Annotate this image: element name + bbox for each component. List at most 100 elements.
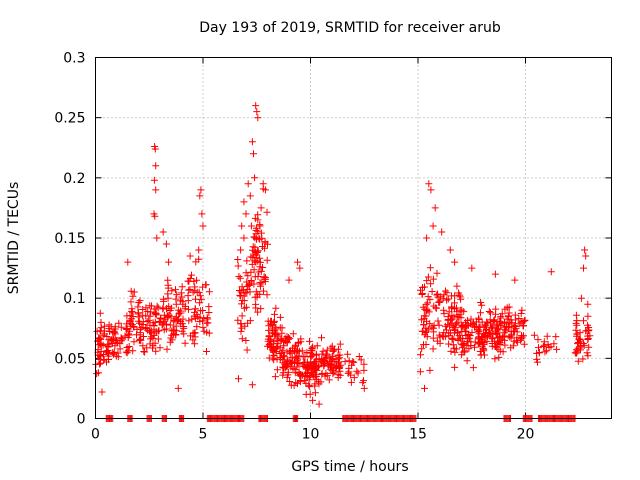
data-point [152,162,160,170]
data-point [172,322,180,330]
data-point [263,291,271,299]
x-tick-label: 5 [199,427,208,443]
data-point [260,273,268,281]
data-point [172,286,179,294]
data-point [157,314,165,322]
data-point [581,246,589,254]
data-point [492,305,500,313]
data-point [463,357,471,365]
data-point [500,332,508,340]
data-point [238,312,246,320]
data-point [284,368,292,376]
data-point [347,378,355,386]
data-point [247,222,255,230]
data-point [424,273,432,281]
y-tick-label: 0.05 [54,351,85,367]
data-point [197,296,205,304]
data-point [433,291,441,299]
data-point [125,330,133,338]
data-point [456,293,464,301]
data-point [319,347,327,355]
data-point [287,349,295,357]
data-point [438,228,446,236]
data-point [510,337,518,345]
data-point [584,300,592,308]
data-point [308,368,316,376]
data-point [302,390,310,398]
data-point [262,274,269,282]
data-point [128,315,136,323]
data-point [479,338,487,346]
data-point [440,310,448,318]
data-point [272,325,280,333]
data-point [256,290,264,298]
data-point [487,309,494,317]
data-point [492,330,500,337]
data-point [350,374,358,382]
data-point [279,356,287,364]
data-point [135,299,143,306]
data-point [283,348,291,356]
data-point [503,304,511,312]
data-point [250,280,258,288]
data-point [441,322,449,330]
data-point [237,246,245,254]
data-point [427,280,435,288]
data-point [499,348,507,356]
data-point [238,300,245,308]
data-point [128,307,136,315]
data-point [313,342,321,350]
data-point [572,326,580,334]
data-point [265,332,273,340]
data-point [467,342,475,349]
data-point [146,302,154,310]
data-point [185,286,193,294]
data-point [273,331,281,339]
data-point [547,268,555,276]
data-point [422,301,430,309]
data-point [572,319,580,327]
data-point [488,324,496,332]
data-point [136,297,144,305]
data-point [139,306,147,313]
data-point [199,323,207,331]
data-point [271,373,279,381]
data-point [298,347,306,355]
data-point [97,324,105,332]
data-point [418,327,426,335]
data-point [136,335,144,343]
data-point [451,363,459,371]
data-point [196,192,204,200]
data-point [417,351,424,359]
data-point [289,330,297,338]
data-point [255,268,263,276]
data-point [323,346,331,354]
data-point [196,299,204,307]
data-point [511,311,519,319]
data-point [240,234,248,242]
data-point [427,186,435,194]
data-point [311,382,319,390]
data-point [540,341,548,349]
data-point [263,256,271,264]
data-point [135,336,143,344]
data-point [475,314,483,322]
plot-frame [95,57,612,419]
data-point [448,304,455,312]
data-point [442,287,449,295]
data-point [199,317,206,325]
data-point [585,343,593,351]
data-point [448,292,455,300]
data-point [257,204,265,212]
data-point [345,368,353,376]
data-point [287,381,295,389]
data-point [483,318,491,326]
data-point [431,204,439,212]
data-point [574,357,582,365]
data-point [159,228,167,236]
data-point [159,304,167,312]
data-point [541,348,549,356]
data-point [143,318,151,325]
data-point [152,328,160,336]
data-point [127,298,135,306]
